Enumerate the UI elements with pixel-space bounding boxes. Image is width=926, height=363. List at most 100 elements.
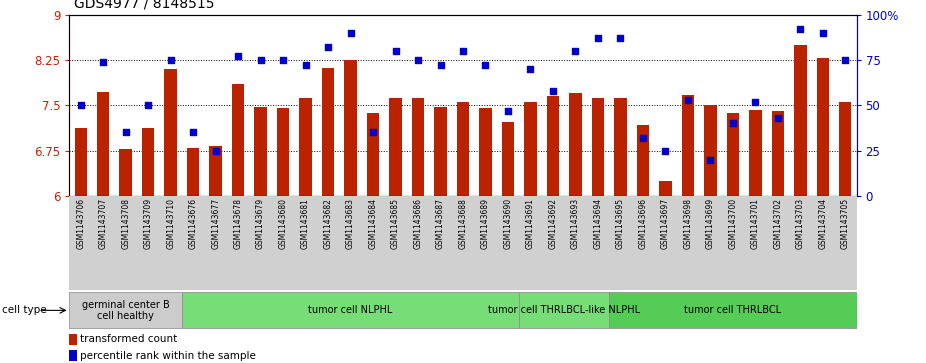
Bar [524,102,537,196]
Text: GSM1143708: GSM1143708 [121,198,131,249]
Text: GSM1143692: GSM1143692 [548,198,557,249]
Text: GSM1143707: GSM1143707 [99,198,107,249]
Point [388,48,403,54]
Bar [277,108,289,196]
Point [95,59,110,65]
FancyBboxPatch shape [69,293,181,328]
Point [276,57,291,63]
Text: GSM1143697: GSM1143697 [661,198,669,249]
Bar [637,125,649,196]
Point [73,102,88,108]
Text: GSM1143710: GSM1143710 [166,198,175,249]
Bar [142,128,155,196]
Bar [187,148,199,196]
Bar [502,122,514,196]
Text: GSM1143696: GSM1143696 [638,198,647,249]
Bar [322,68,334,196]
Text: GDS4977 / 8148515: GDS4977 / 8148515 [74,0,215,11]
Point [793,26,807,32]
Text: GSM1143700: GSM1143700 [729,198,737,249]
Text: GSM1143690: GSM1143690 [504,198,512,249]
Text: GSM1143709: GSM1143709 [144,198,153,249]
Bar [839,102,852,196]
Point [770,115,785,121]
FancyBboxPatch shape [519,293,609,328]
Text: GSM1143698: GSM1143698 [683,198,693,249]
Point [253,57,268,63]
Text: GSM1143704: GSM1143704 [819,198,827,249]
Point [163,57,178,63]
Bar [434,107,446,196]
Point [410,57,425,63]
Bar [480,108,492,196]
Text: GSM1143678: GSM1143678 [233,198,243,249]
Point [635,135,650,141]
Bar [795,45,807,196]
Text: germinal center B
cell healthy: germinal center B cell healthy [81,299,169,321]
Text: GSM1143688: GSM1143688 [458,198,468,249]
Text: tumor cell THRLBCL-like NLPHL: tumor cell THRLBCL-like NLPHL [488,305,640,315]
Point [344,30,358,36]
Point [591,35,606,41]
Text: GSM1143685: GSM1143685 [391,198,400,249]
Point [456,48,470,54]
Bar [69,334,77,345]
Point [186,130,201,135]
Text: GSM1143702: GSM1143702 [773,198,782,249]
Point [568,48,582,54]
Point [119,130,133,135]
Text: tumor cell NLPHL: tumor cell NLPHL [308,305,393,315]
Text: GSM1143694: GSM1143694 [594,198,603,249]
Text: GSM1143691: GSM1143691 [526,198,535,249]
Bar [592,98,604,196]
Text: GSM1143679: GSM1143679 [257,198,265,249]
Bar [412,98,424,196]
Bar [727,113,739,196]
Point [433,62,448,68]
Text: GSM1143680: GSM1143680 [279,198,288,249]
Text: cell type: cell type [2,305,46,315]
Text: GSM1143703: GSM1143703 [795,198,805,249]
Bar [659,181,671,196]
Bar [457,102,469,196]
Text: GSM1143705: GSM1143705 [841,198,850,249]
Point [523,66,538,72]
Point [298,62,313,68]
Bar [119,150,131,196]
Bar [569,93,582,196]
Text: GSM1143693: GSM1143693 [571,198,580,249]
Bar [344,60,357,196]
FancyBboxPatch shape [609,293,857,328]
Text: GSM1143677: GSM1143677 [211,198,220,249]
Text: GSM1143687: GSM1143687 [436,198,445,249]
Bar [74,128,87,196]
Text: GSM1143682: GSM1143682 [323,198,332,249]
Text: GSM1143686: GSM1143686 [414,198,422,249]
Point [725,121,740,126]
Point [681,97,695,103]
Bar [389,98,402,196]
Point [703,157,718,163]
Bar [749,110,761,196]
Text: GSM1143689: GSM1143689 [481,198,490,249]
Bar [232,84,244,196]
Text: GSM1143683: GSM1143683 [346,198,355,249]
Point [366,130,381,135]
Bar [209,146,222,196]
Text: GSM1143706: GSM1143706 [76,198,85,249]
Bar [255,107,267,196]
FancyBboxPatch shape [181,293,519,328]
Bar [165,69,177,196]
Text: GSM1143701: GSM1143701 [751,198,760,249]
Point [320,44,335,50]
Point [613,35,628,41]
Point [141,102,156,108]
Text: tumor cell THRLBCL: tumor cell THRLBCL [684,305,782,315]
Point [748,99,763,105]
Bar [69,350,77,362]
Bar [817,58,829,196]
Text: GSM1143695: GSM1143695 [616,198,625,249]
Bar [299,98,312,196]
Point [231,53,245,59]
Bar [546,96,559,196]
